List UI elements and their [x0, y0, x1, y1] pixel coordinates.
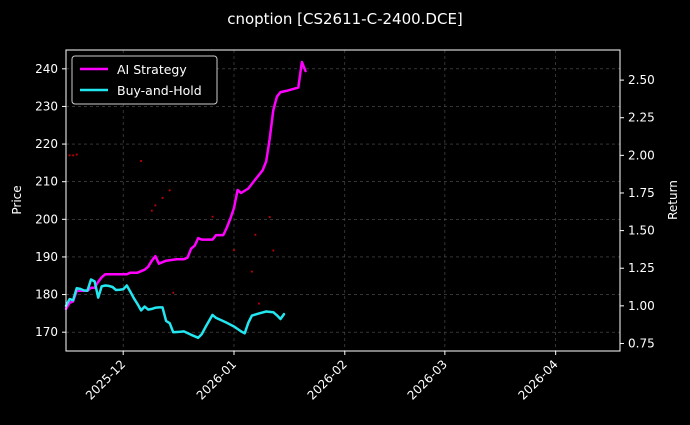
legend: AI Strategy Buy-and-Hold [71, 55, 218, 105]
y-tick-label: 230 [35, 99, 58, 113]
red-marker [172, 291, 175, 294]
red-marker [233, 249, 235, 252]
red-marker [258, 302, 260, 305]
series-line-ai-strategy [64, 60, 307, 311]
red-marker [75, 153, 78, 156]
series-lines [64, 60, 307, 340]
red-marker [168, 189, 171, 192]
red-marker [68, 154, 71, 157]
red-marker [150, 209, 153, 212]
y2-tick-label: 1.25 [628, 261, 655, 275]
y2-tick-label: 2.00 [628, 148, 655, 162]
red-marker [211, 215, 214, 218]
y2-tick-label: 1.00 [628, 299, 655, 313]
y-axis-left: 170 180 190 200 210 220 230 240 [35, 62, 66, 339]
y2-tick-label: 1.50 [628, 224, 655, 238]
chart-title: cnoption [CS2611-C-2400.DCE] [227, 10, 463, 28]
red-marker [254, 233, 257, 236]
y-tick-label: 190 [35, 250, 58, 264]
red-marker [250, 270, 253, 273]
y2-axis-label: Return [666, 180, 680, 220]
y-tick-label: 200 [35, 212, 58, 226]
y2-tick-label: 2.50 [628, 73, 655, 87]
y-axis-label: Price [10, 185, 24, 214]
y2-tick-label: 2.25 [628, 111, 655, 125]
red-marker [161, 196, 164, 199]
series-line-buy-and-hold [64, 278, 286, 340]
legend-box [71, 55, 218, 105]
y2-tick-label: 1.75 [628, 186, 655, 200]
red-marker [272, 249, 275, 252]
y-tick-label: 240 [35, 62, 58, 76]
legend-label-buy-and-hold: Buy-and-Hold [117, 83, 202, 98]
y-tick-label: 180 [35, 288, 58, 302]
y-tick-label: 210 [35, 175, 58, 189]
red-marker [140, 160, 142, 162]
red-markers [68, 153, 275, 305]
y-tick-label: 170 [35, 325, 58, 339]
plot-frame [65, 49, 621, 352]
y-tick-label: 220 [35, 137, 58, 151]
red-marker [154, 204, 157, 207]
y-axis-right: 0.75 1.00 1.25 1.50 1.75 2.00 2.25 2.50 [620, 73, 655, 350]
legend-label-ai-strategy: AI Strategy [117, 62, 187, 77]
y2-tick-label: 0.75 [628, 336, 655, 350]
red-marker [268, 216, 271, 218]
red-marker [72, 154, 75, 157]
